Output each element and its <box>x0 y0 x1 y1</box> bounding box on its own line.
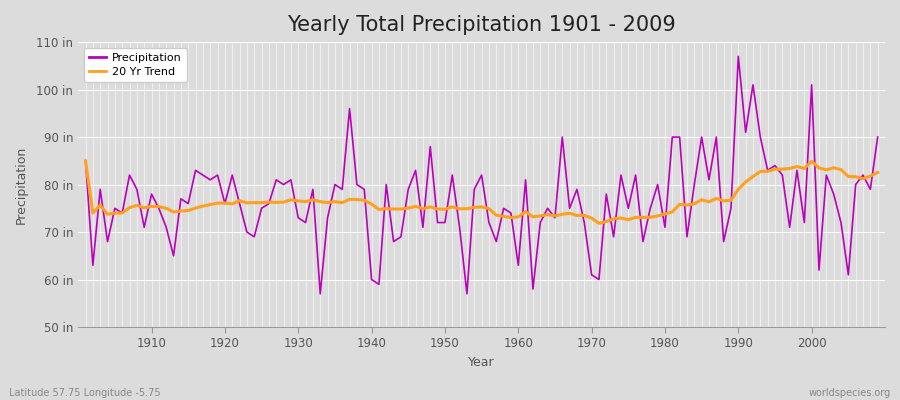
20 Yr Trend <box>594 221 605 226</box>
20 Yr Trend <box>139 205 149 210</box>
Line: Precipitation: Precipitation <box>86 56 878 294</box>
Y-axis label: Precipitation: Precipitation <box>15 146 28 224</box>
Precipitation <box>513 263 524 268</box>
Legend: Precipitation, 20 Yr Trend: Precipitation, 20 Yr Trend <box>84 48 187 82</box>
20 Yr Trend <box>301 199 311 204</box>
Precipitation <box>608 234 619 239</box>
20 Yr Trend <box>872 170 883 175</box>
Line: 20 Yr Trend: 20 Yr Trend <box>86 161 878 223</box>
20 Yr Trend <box>513 214 524 219</box>
X-axis label: Year: Year <box>468 356 495 369</box>
Precipitation <box>315 291 326 296</box>
Title: Yearly Total Precipitation 1901 - 2009: Yearly Total Precipitation 1901 - 2009 <box>287 15 676 35</box>
Precipitation <box>80 158 91 163</box>
20 Yr Trend <box>80 158 91 163</box>
20 Yr Trend <box>344 197 355 202</box>
Precipitation <box>352 182 363 187</box>
Precipitation <box>301 220 311 225</box>
Text: worldspecies.org: worldspecies.org <box>809 388 891 398</box>
20 Yr Trend <box>506 215 517 220</box>
Precipitation <box>139 225 149 230</box>
Precipitation <box>520 178 531 182</box>
Precipitation <box>872 135 883 140</box>
20 Yr Trend <box>608 216 619 221</box>
Precipitation <box>733 54 743 59</box>
Text: Latitude 57.75 Longitude -5.75: Latitude 57.75 Longitude -5.75 <box>9 388 160 398</box>
